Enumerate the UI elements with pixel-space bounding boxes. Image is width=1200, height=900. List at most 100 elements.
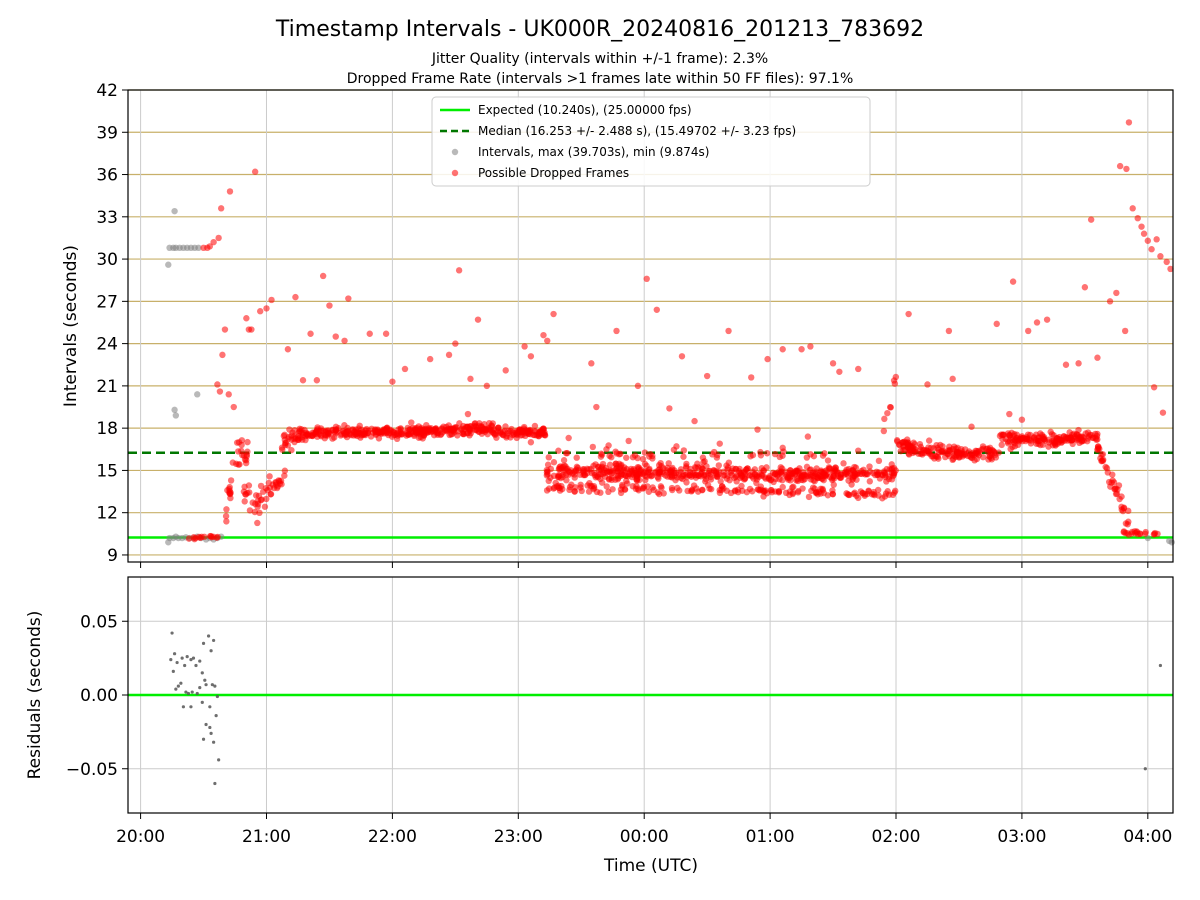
dropped-frame-point <box>221 326 229 333</box>
dropped-frame-point <box>556 484 563 492</box>
dropped-frame-point <box>192 534 199 542</box>
dropped-frame-point <box>1045 436 1053 443</box>
dropped-frame-point <box>1151 529 1159 537</box>
dropped-frame-point <box>418 427 426 434</box>
dropped-frame-point <box>717 478 724 485</box>
residual-point <box>194 663 198 668</box>
dropped-frame-point <box>1058 438 1066 445</box>
dropped-frame-point <box>853 476 860 483</box>
dropped-frame-point <box>806 466 814 474</box>
dropped-frame-point <box>925 437 933 444</box>
dropped-frame-point <box>404 424 411 432</box>
dropped-frame-point <box>680 453 687 460</box>
dropped-frame-point <box>1106 298 1114 305</box>
dropped-frame-point <box>1036 437 1043 445</box>
dropped-frame-point <box>817 485 824 493</box>
dropped-frame-point <box>698 468 706 476</box>
dropped-frame-point <box>603 446 610 453</box>
residual-point <box>184 690 188 694</box>
dropped-frame-point <box>756 487 763 494</box>
legend-intervals-label: Intervals, max (39.703s), min (9.874s) <box>478 145 709 159</box>
interval-point <box>195 244 202 252</box>
dropped-frame-point <box>527 439 535 446</box>
intervals-y-tick-label: 18 <box>96 419 118 439</box>
dropped-frame-point <box>527 353 535 360</box>
dropped-frame-point <box>596 470 603 478</box>
dropped-frame-point <box>248 326 255 333</box>
dropped-frame-point <box>1099 451 1107 458</box>
residuals-y-tick-label: 0.00 <box>80 686 118 706</box>
residual-point <box>198 659 202 663</box>
dropped-frame-point <box>732 465 740 473</box>
dropped-frame-point <box>739 487 746 494</box>
dropped-frame-point <box>227 494 234 502</box>
dropped-frame-point <box>855 365 862 373</box>
residuals-x-ticks: 20:00 21:00 22:00 23:00 00:00 01:00 02:00 03:00… <box>116 813 1172 847</box>
dropped-frame-point <box>906 442 913 449</box>
dropped-frame-point <box>326 302 333 309</box>
dropped-frame-point <box>251 508 259 516</box>
dropped-frame-point <box>875 457 883 465</box>
dropped-frame-point <box>919 451 926 458</box>
dropped-frame-point <box>779 444 786 452</box>
dropped-frame-point <box>319 272 327 280</box>
dropped-frame-point <box>332 333 339 340</box>
dropped-frame-point <box>644 483 651 490</box>
residual-point <box>195 691 199 696</box>
x-tick-label: 00:00 <box>620 827 669 847</box>
dropped-frame-point <box>452 340 459 347</box>
dropped-frame-point <box>755 473 763 480</box>
reference-lines <box>128 451 1173 539</box>
legend-intervals-swatch <box>451 148 459 156</box>
residual-point <box>179 681 183 685</box>
dropped-frame-point <box>1140 230 1148 237</box>
legend-median-label: Median (16.253 +/- 2.488 s), (15.49702 +… <box>478 124 796 138</box>
dropped-frame-point <box>831 465 838 472</box>
residual-point <box>208 725 212 730</box>
dropped-frame-point <box>763 450 771 457</box>
dropped-frame-point <box>793 467 800 474</box>
dropped-frame-point <box>926 450 934 458</box>
residual-point <box>198 686 202 690</box>
dropped-frame-point <box>545 454 552 461</box>
dropped-frame-point <box>660 490 667 497</box>
residuals-y-axis-label: Residuals (seconds) <box>25 611 45 780</box>
dropped-frame-point <box>618 461 625 469</box>
dropped-frame-point <box>244 438 251 446</box>
dropped-frame-point <box>885 475 893 483</box>
intervals-y-tick-label: 9 <box>107 546 118 566</box>
dropped-frame-point <box>341 422 348 429</box>
dropped-frame-point <box>1067 434 1075 441</box>
dropped-frame-point <box>836 368 843 375</box>
dropped-frame-point <box>715 471 722 478</box>
residual-point <box>204 722 208 727</box>
dropped-frame-point <box>617 486 625 493</box>
dropped-frame-point <box>562 449 570 457</box>
dropped-frame-point <box>257 482 265 490</box>
dropped-frame-point <box>630 466 637 473</box>
residual-point <box>190 690 194 694</box>
dropped-frame-point <box>550 459 558 466</box>
dropped-frame-point <box>728 471 735 479</box>
dropped-frame-point <box>502 367 509 374</box>
dropped-frame-point <box>438 425 446 432</box>
dropped-frame-point <box>459 430 466 437</box>
dropped-frame-point <box>263 495 270 503</box>
interval-point <box>171 207 178 215</box>
dropped-frame-point <box>295 436 302 444</box>
dropped-frame-point <box>467 375 474 383</box>
dropped-frame-point <box>560 462 568 469</box>
dropped-frame-point <box>794 477 802 485</box>
dropped-frame-point <box>214 381 221 388</box>
dropped-frame-point <box>556 465 563 473</box>
dropped-frame-point <box>543 487 551 494</box>
dropped-frame-point <box>932 452 939 460</box>
dropped-frame-point <box>688 486 696 493</box>
intervals-y-tick-label: 42 <box>96 81 118 101</box>
dropped-frame-point <box>884 409 891 417</box>
dropped-frame-point <box>474 316 482 323</box>
dropped-frame-point <box>571 487 578 495</box>
dropped-frame-point <box>631 452 639 459</box>
dropped-frame-point <box>879 495 886 502</box>
dropped-frame-point <box>1094 446 1101 454</box>
